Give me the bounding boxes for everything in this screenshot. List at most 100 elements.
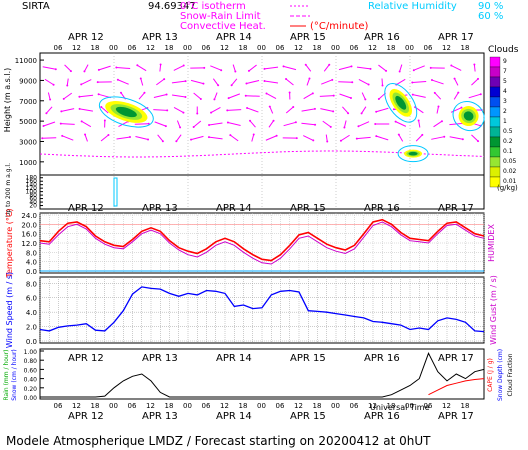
colorbar-label: 0.01	[503, 178, 517, 185]
wind-vector-head	[375, 135, 378, 138]
wind-vector-head	[329, 125, 332, 128]
height-panel: 1000300050007000900011000204060801001201…	[15, 53, 485, 210]
wind-vector-arrow	[342, 106, 349, 114]
precip-ytick-label: 1.00	[24, 349, 38, 356]
colorbar-swatch	[489, 136, 501, 148]
wind-vector-arrow	[173, 65, 184, 71]
wind-vector-head	[479, 93, 482, 96]
day-label-temp: APR 17	[438, 203, 474, 214]
wind-vector-head	[80, 83, 83, 86]
wind-vector-arrow	[153, 94, 167, 98]
wind-vector-arrow	[232, 64, 236, 72]
rh-contour	[98, 96, 154, 128]
wind-vector-arrow	[100, 134, 109, 142]
day-label-bottom: APR 12	[68, 411, 104, 422]
wind-vector-arrow	[301, 108, 315, 112]
day-label-temp: APR 13	[142, 203, 178, 214]
hour-label-bottom: 18	[239, 402, 248, 410]
wind-vector-arrow	[190, 79, 204, 85]
wind-vector-head	[175, 140, 178, 143]
wind-vector-arrow	[340, 134, 350, 142]
wind-vector-head	[398, 70, 401, 73]
height-ytick-label: 5000	[19, 118, 37, 126]
wind-vector-head	[41, 137, 44, 140]
wind-vector-head	[429, 66, 432, 69]
wind-vector-arrow	[44, 78, 54, 86]
hour-label-bottom: 00	[109, 402, 118, 410]
colorbar-swatch	[489, 56, 501, 68]
temp-series-temperature	[39, 218, 485, 262]
wind-vector-arrow	[213, 92, 218, 100]
wind-vector-head	[217, 84, 220, 87]
wind-vector-arrow	[230, 134, 239, 142]
wind-vector-head	[355, 137, 358, 140]
wind-vector-head	[326, 140, 329, 143]
wind-vector-arrow	[62, 135, 74, 141]
wind-vector-head	[210, 111, 213, 114]
wind-vector-arrow	[418, 120, 421, 128]
colorbar-title: Clouds	[488, 45, 519, 55]
wind-vector-head	[347, 112, 350, 115]
cloud-apr16	[384, 83, 418, 123]
wind-vector-head	[163, 78, 166, 81]
wind-vector-arrow	[303, 92, 314, 100]
wind-vector-head	[100, 105, 103, 108]
wind-vector-head	[328, 63, 331, 66]
cloud-apr13	[98, 96, 154, 128]
wind-vector-head	[364, 98, 367, 101]
cloudfrac-ylabel: Cloud Fraction	[507, 353, 514, 396]
precip-panel: 0.00 0.20 0.40 0.60 0.80 1.00	[24, 349, 485, 402]
wind-vector-head	[164, 125, 167, 128]
wind-vector-arrow	[137, 64, 147, 72]
wind-vector-head	[83, 70, 86, 73]
wind-vector-head	[339, 139, 342, 142]
colorbar-swatch	[489, 176, 501, 188]
temp-ytick-label: 20.0	[21, 221, 37, 229]
colorbar-swatch	[489, 86, 501, 98]
wind-vector-head	[192, 126, 195, 129]
wind-vector-arrow	[320, 108, 334, 112]
wind-vector-head	[282, 65, 285, 68]
wind-vector-head	[331, 78, 334, 81]
wind-vector-arrow	[468, 93, 481, 99]
precip-ytick-label: 0.20	[24, 386, 38, 393]
wind-vector-arrow	[81, 120, 92, 128]
colorbar-label: 0.1	[503, 148, 513, 155]
wind-vector-head	[60, 110, 63, 113]
wind-vector-arrow	[325, 134, 328, 142]
wind-vector-arrow	[395, 121, 407, 127]
wind-vector-head	[182, 64, 185, 67]
colorbar-unit: (g/kg)	[497, 184, 518, 192]
wind-vector-arrow	[79, 108, 93, 112]
legend-rh-90: 90 %	[478, 1, 503, 12]
wind-vector-arrow	[376, 107, 389, 113]
rh-contour	[452, 101, 485, 132]
colorbar-swatch	[489, 116, 501, 128]
wind-vector-arrow	[79, 94, 94, 98]
wind-vector-arrow	[321, 79, 333, 85]
wind-vector-arrow	[42, 66, 56, 70]
hour-label-top: 00	[331, 44, 340, 52]
wind-vector-arrow	[175, 134, 182, 142]
height-ytick-label: 7000	[19, 98, 37, 106]
legend-conv-unit: (°C/minute)	[310, 21, 369, 32]
wind-ylabel: Wind Speed (m / s)	[5, 272, 14, 348]
day-label-top: APR 17	[438, 32, 474, 43]
wind-vector-arrow	[356, 136, 371, 140]
wind-vector-arrow	[212, 78, 219, 86]
wind-vector-arrow	[431, 79, 444, 85]
hour-label-bottom: 12	[368, 402, 377, 410]
height-ylabel: Height (m a.s.l.)	[3, 68, 12, 133]
wind-vector-head	[375, 110, 378, 113]
precip-series-cape	[428, 378, 485, 396]
wind-vector-head	[263, 80, 266, 83]
wind-vector-arrow	[434, 92, 442, 100]
wind-vector-arrow	[322, 120, 332, 128]
legend-isotherm-label: 0°C isotherm	[180, 1, 246, 12]
wind-vector-head	[440, 120, 443, 123]
height-ytick-label: 1000	[19, 159, 37, 167]
wind-vector-arrow	[64, 64, 72, 72]
wind-vector-head	[190, 138, 193, 141]
wind-vector-head	[78, 107, 81, 110]
